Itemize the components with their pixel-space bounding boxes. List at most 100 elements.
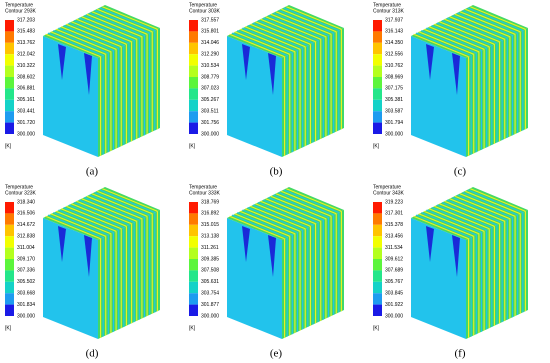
fin-top-stripe [60,26,117,50]
fin-top-stripe [231,32,288,57]
fin-top-stripe [434,23,490,48]
fin-top-stripe [229,215,285,240]
fin-top-stripe [449,16,505,40]
colorbar-segment [189,270,198,282]
fin-top-stripe [81,16,137,40]
colorbar-label: 303.845 [385,291,403,297]
fin-top-stripe [53,29,109,54]
colorbar-segment [5,213,14,225]
cold-zone [58,226,66,262]
colorbar-segment [5,293,14,305]
colorbar-label: 319.223 [385,199,403,205]
colorbar-label: 314.672 [17,222,35,228]
colorbar-segment [373,77,382,89]
fin-top-stripe [252,22,309,47]
cube-side [227,218,282,339]
colorbar-segment [5,42,14,55]
cold-zone [268,235,276,277]
fin-top-stripe [446,17,503,42]
fin-top-stripe [413,33,469,58]
colorbar-label: 315.801 [201,29,219,35]
legend-subtitle: Contour 343K [373,190,405,196]
colorbar-label: 313.456 [385,234,403,240]
colorbar-segment [189,99,198,112]
fin-top-stripe [441,19,498,44]
colorbar-label: 303.441 [17,109,35,115]
fin-top-stripe [252,204,309,229]
colorbar-label: 316.506 [17,211,35,217]
fin-top-stripe [66,205,122,230]
colorbar-label: 301.720 [17,120,35,126]
colorbar-segment [373,293,382,305]
colorbar-label: 317.557 [201,17,219,23]
colorbar-segment [373,281,382,294]
colorbar-segment [189,122,198,134]
colorbar-segment [5,111,14,123]
colorbar-segment [373,259,382,271]
fin-top-stripe [71,203,127,227]
cold-zone [426,44,434,80]
legend-title: Temperature [189,184,217,190]
panel-caption: (e) [270,348,283,360]
legend-subtitle: Contour 293K [5,8,37,14]
fin-top-stripe [239,210,296,235]
fin-top-stripe [462,191,518,216]
colorbar-segment [373,31,382,43]
fin-top-stripe [45,215,101,240]
fin-top-stripe [265,198,321,222]
fin-top-stripe [99,7,156,32]
colorbar-label: 311.004 [17,245,35,251]
fin-top-stripe [63,206,119,231]
fin-top-stripe [89,194,145,219]
fin-top-stripe [262,17,319,42]
colorbar-label: 305.502 [17,279,35,285]
colorbar-label: 303.511 [201,109,219,115]
fin-top-stripe [58,27,114,52]
colorbar-label: 300.000 [17,131,35,137]
fin-top-stripe [247,24,303,49]
legend-title: Temperature [5,2,33,8]
colorbar-segment [189,54,198,66]
legend-title: Temperature [373,2,401,8]
colorbar-label: 313.762 [17,40,35,46]
fin-top-stripe [231,214,288,239]
colorbar-segment [189,224,198,237]
fin-top-stripe [234,213,290,237]
fin-top-stripe [257,201,314,226]
legend-subtitle: Contour 303K [189,8,221,14]
colorbar-segment [373,54,382,66]
colorbar-segment [5,202,14,214]
colorbar-segment [373,122,382,134]
fin-top-stripe [281,190,337,215]
cube-side [411,36,466,157]
fin-top-stripe [247,206,303,231]
fin-top-stripe [268,196,324,221]
fin-top-stripe [446,199,503,224]
colorbar-label: 313.138 [201,234,219,240]
colorbar-segment [5,270,14,282]
fin-top-stripe [250,205,306,230]
colorbar-segment [189,20,198,32]
colorbar-label: 309.385 [201,256,219,262]
fin-top-stripe [439,21,495,45]
fin-top-stripe [421,29,477,54]
unit-label: [K] [5,143,12,149]
fin-top-stripe [283,7,340,32]
cube-side [227,36,282,157]
cold-zone [426,226,434,262]
colorbar-label: 308.779 [201,74,219,80]
fin-top-stripe [71,21,127,45]
fin-top-stripe [50,213,106,237]
colorbar-segment [5,65,14,77]
colorbar-label: 301.794 [385,120,403,126]
fin-top-stripe [418,31,474,55]
fin-top-stripe [415,214,472,239]
colorbar-segment [373,42,382,55]
legend-subtitle: Contour 313K [373,8,405,14]
colorbar-segment [5,304,14,316]
colorbar-segment [189,31,198,43]
